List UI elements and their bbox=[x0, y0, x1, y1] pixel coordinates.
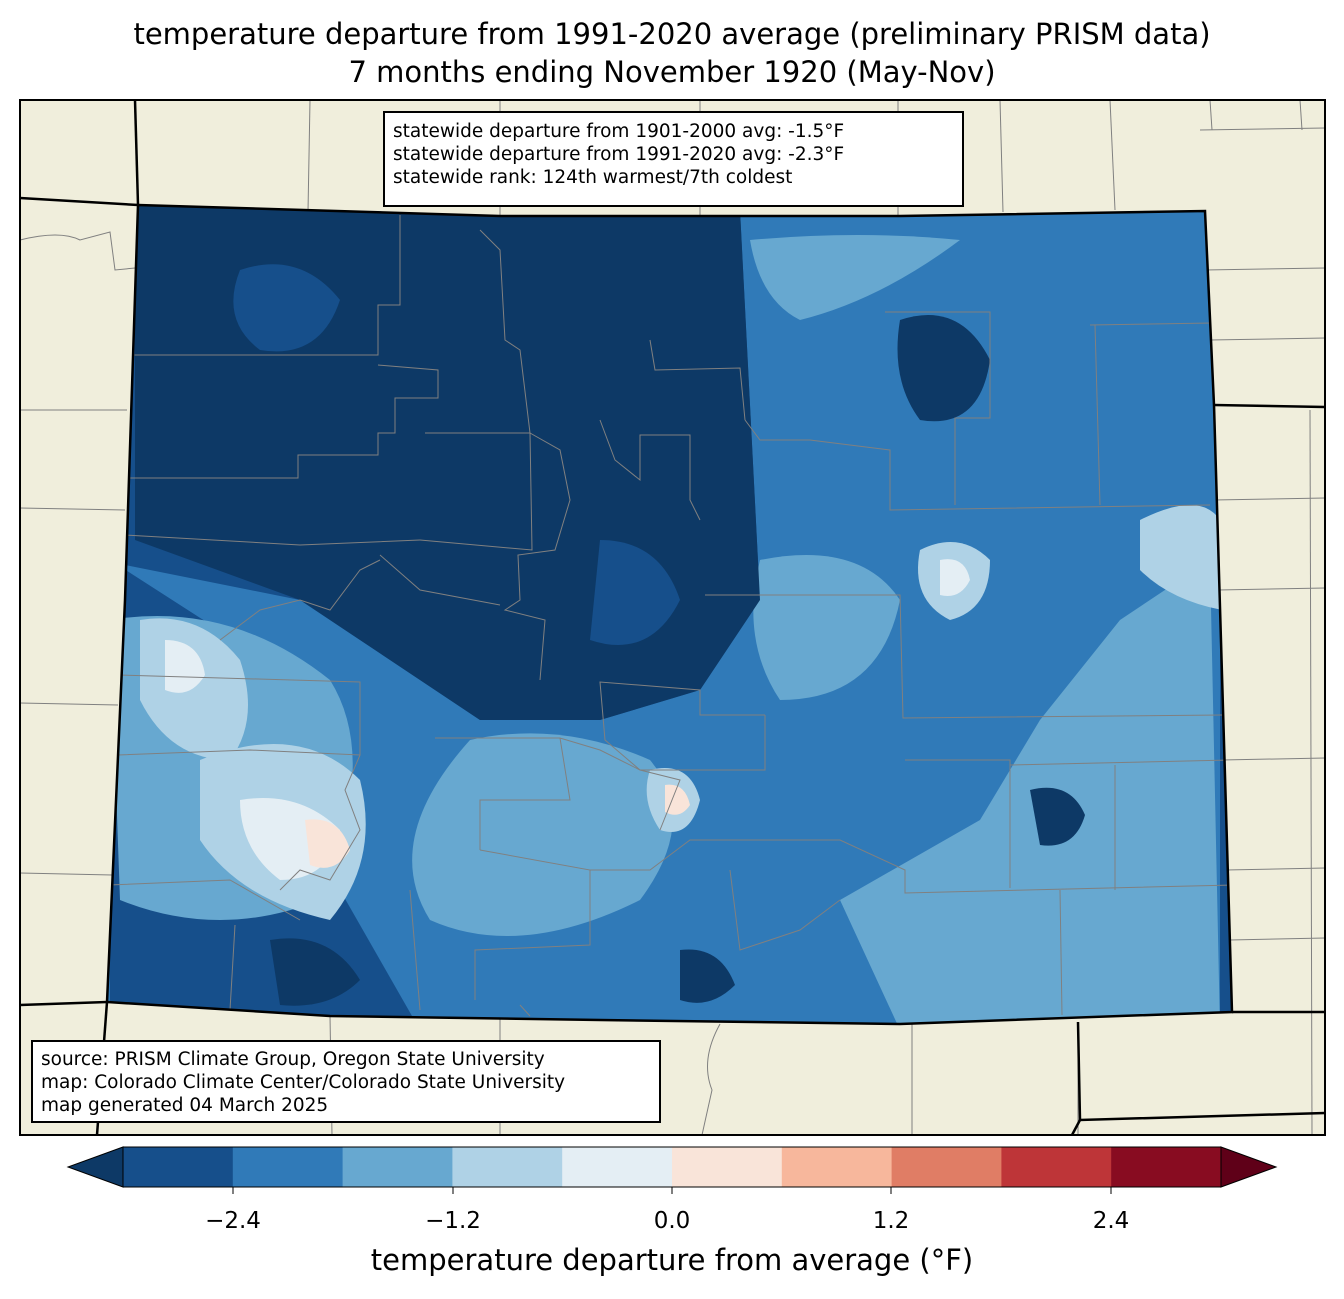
colorbar-tick-label: 2.4 bbox=[1092, 1208, 1130, 1234]
colorbar-bin bbox=[562, 1147, 673, 1187]
colorbar-bin bbox=[672, 1147, 783, 1187]
colorbar-tick-label: 1.2 bbox=[872, 1208, 910, 1234]
colorbar-tick-label: −2.4 bbox=[205, 1208, 261, 1234]
colorbar bbox=[66, 1146, 1278, 1194]
colorbar-tick-label: −1.2 bbox=[425, 1208, 481, 1234]
title-line-1: temperature departure from 1991-2020 ave… bbox=[133, 17, 1211, 51]
source-line-1: source: PRISM Climate Group, Oregon Stat… bbox=[41, 1049, 545, 1070]
map-frame bbox=[19, 99, 1326, 1136]
colorbar-bin bbox=[232, 1147, 344, 1187]
county-lines bbox=[109, 215, 1232, 1017]
colorbar-bin bbox=[1111, 1147, 1222, 1187]
stats-departure-1901-2000: statewide departure from 1901-2000 avg: … bbox=[393, 121, 845, 142]
colorbar-bin bbox=[891, 1147, 1002, 1187]
colorbar-bin bbox=[123, 1147, 234, 1187]
colorbar-overflow-arrow bbox=[1220, 1146, 1278, 1188]
colorbar-bin bbox=[1001, 1147, 1112, 1187]
source-line-2: map: Colorado Climate Center/Colorado St… bbox=[41, 1072, 566, 1093]
colorbar-tick-label: 0.0 bbox=[653, 1208, 691, 1234]
colorbar-underflow-arrow bbox=[66, 1146, 124, 1188]
statewide-stats-box: statewide departure from 1901-2000 avg: … bbox=[383, 111, 964, 207]
source-line-3: map generated 04 March 2025 bbox=[41, 1095, 329, 1116]
state-borders bbox=[19, 99, 1326, 1136]
colorbar-bin bbox=[452, 1147, 563, 1187]
colorbar-bin bbox=[342, 1147, 453, 1187]
stats-departure-1991-2020: statewide departure from 1991-2020 avg: … bbox=[393, 144, 845, 165]
departure-contours bbox=[107, 205, 1232, 1024]
title-line-2: 7 months ending November 1920 (May-Nov) bbox=[348, 55, 996, 89]
colorbar-bin bbox=[781, 1147, 893, 1187]
colorbar-label: temperature departure from average (°F) bbox=[370, 1243, 974, 1277]
stats-rank: statewide rank: 124th warmest/7th coldes… bbox=[393, 167, 793, 188]
source-box: source: PRISM Climate Group, Oregon Stat… bbox=[31, 1040, 661, 1123]
